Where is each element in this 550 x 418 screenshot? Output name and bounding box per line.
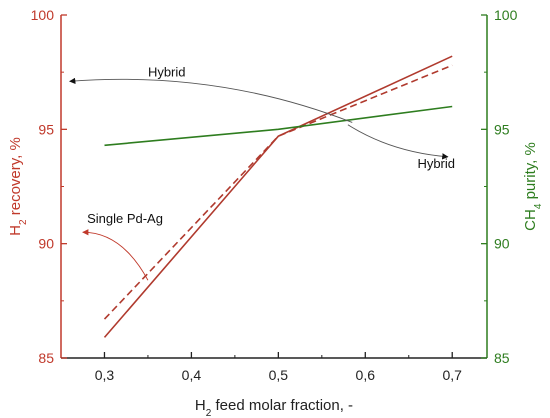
right-axis-label: CH4 purity, % — [522, 142, 544, 231]
left-axis-label-rest: recovery, % — [7, 137, 24, 219]
x-tick-label: 0,3 — [95, 367, 115, 383]
series-group — [103, 55, 453, 338]
right-tick-label: 85 — [494, 350, 510, 366]
x-axis-label: H2 feed molar fraction, - — [195, 397, 353, 418]
annotation-arrow — [69, 77, 353, 123]
left-axis-label-sub: 2 — [18, 219, 29, 225]
right-tick-label: 95 — [494, 121, 510, 137]
annotation-arrow — [347, 124, 449, 160]
left-tick-label: 100 — [31, 7, 55, 23]
right-tick-label: 90 — [494, 236, 510, 252]
x-axis-label-sub: 2 — [206, 408, 212, 418]
series-line-0 — [103, 55, 453, 338]
left-tick-label: 85 — [38, 350, 54, 366]
axes — [60, 15, 488, 359]
x-tick-label: 0,6 — [356, 367, 376, 383]
annotation-label: Single Pd-Ag — [87, 211, 163, 226]
x-tick-label: 0,7 — [442, 367, 462, 383]
ticks: 0,3 0,4 0,5 0,6 0,7 85 90 95 100 85 90 95 100 — [31, 7, 518, 383]
left-tick-label: 95 — [38, 121, 54, 137]
x-tick-label: 0,4 — [182, 367, 202, 383]
right-axis-label-rest: purity, % — [522, 142, 539, 203]
annotation-label: Hybrid — [417, 156, 455, 171]
annotation-arrow — [82, 229, 149, 281]
x-axis-label-main: H — [195, 397, 206, 414]
right-tick-label: 100 — [494, 7, 518, 23]
x-axis-label-rest: feed molar fraction, - — [211, 397, 353, 414]
annotation-label: Hybrid — [148, 65, 186, 80]
left-tick-label: 90 — [38, 236, 54, 252]
annotations-group: Hybrid Hybrid Single Pd-Ag — [69, 65, 455, 281]
left-axis-label: H2 recovery, % — [7, 137, 29, 236]
series-line-1 — [103, 64, 453, 320]
left-axis-label-main: H — [7, 225, 24, 236]
right-axis-label-main: CH — [522, 209, 539, 231]
series-line-2 — [104, 105, 453, 147]
right-axis-label-sub: 4 — [533, 203, 544, 209]
x-tick-label: 0,5 — [269, 367, 289, 383]
